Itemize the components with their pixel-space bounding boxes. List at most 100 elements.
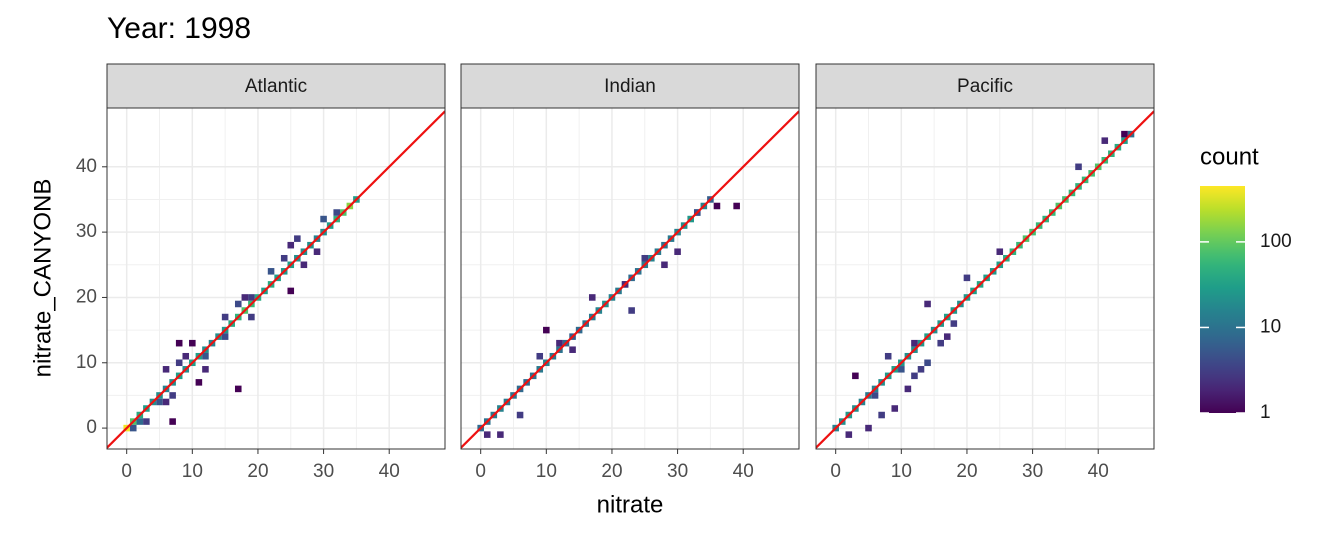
bin-cell	[333, 209, 340, 216]
bin-cell	[267, 268, 275, 275]
bin-cell	[300, 261, 308, 269]
bin-cell	[202, 366, 209, 373]
reference-line	[107, 110, 445, 449]
x-tick-label: 20	[601, 461, 622, 482]
x-tick-label: 40	[1088, 461, 1109, 482]
x-tick-label: 10	[536, 461, 557, 482]
x-tick-label: 40	[733, 461, 754, 482]
bin-cell	[588, 294, 596, 301]
bin-cell	[175, 339, 183, 347]
bin-cell	[320, 215, 327, 223]
bin-cell	[221, 333, 229, 340]
bin-cell	[904, 385, 912, 393]
bin-cell	[234, 385, 242, 393]
bin-cell	[543, 326, 550, 334]
bin-cell	[1075, 163, 1082, 171]
panel-border	[106, 107, 446, 450]
bin-cell	[878, 411, 885, 419]
bin-cell	[129, 424, 137, 432]
bin-cell	[280, 254, 288, 262]
bin-cell	[313, 248, 321, 255]
strip-label: Indian	[604, 76, 656, 97]
chart-title: Year: 1998	[107, 12, 251, 45]
legend-title: count	[1200, 143, 1259, 170]
x-tick-label: 0	[475, 461, 486, 482]
colorbar	[1200, 186, 1245, 413]
legend-tick-label: 10	[1260, 316, 1281, 337]
y-tick-label: 20	[76, 286, 97, 307]
bin-cell	[1121, 130, 1128, 138]
bin-cell	[911, 339, 918, 347]
reference-line	[816, 110, 1154, 449]
y-tick-label: 0	[86, 417, 97, 438]
bin-cell	[713, 202, 721, 210]
bin-cell	[950, 320, 958, 327]
bin-cell	[136, 418, 144, 425]
bin-cell	[898, 366, 905, 373]
bin-cell	[733, 202, 740, 210]
bin-cell	[674, 248, 681, 255]
bin-cell	[852, 372, 859, 380]
bin-cell	[162, 366, 170, 373]
bin-cell	[661, 261, 668, 269]
panel-border	[815, 107, 1155, 450]
strip-label: Atlantic	[245, 76, 307, 97]
bin-cell	[845, 431, 853, 438]
bin-cell	[884, 352, 892, 360]
bin-cell	[497, 431, 504, 438]
bin-cell	[641, 254, 649, 262]
bin-cell	[182, 352, 190, 360]
bin-cell	[169, 418, 176, 425]
x-tick-label: 0	[830, 461, 841, 482]
x-tick-label: 0	[121, 461, 132, 482]
y-tick-label: 10	[76, 352, 97, 373]
bin-cell	[156, 398, 163, 406]
bin-cell	[143, 418, 150, 425]
legend-tick-label: 100	[1260, 231, 1292, 252]
bin-cell	[241, 294, 249, 301]
bin-cell	[189, 339, 196, 347]
x-tick-label: 10	[182, 461, 203, 482]
x-tick-label: 40	[379, 461, 400, 482]
bin-cell	[924, 300, 931, 308]
strip	[815, 63, 1155, 109]
bin-cell	[287, 287, 295, 295]
bin-cell	[937, 339, 944, 347]
bin-cell	[221, 313, 229, 321]
y-tick-label: 30	[76, 221, 97, 242]
y-axis-label: nitrate_CANYONB	[29, 179, 56, 378]
x-tick-label: 30	[313, 461, 334, 482]
bin-cell	[911, 372, 918, 380]
bin-cell	[917, 366, 925, 373]
bin-cell	[536, 352, 544, 360]
bin-cell	[294, 235, 301, 242]
bin-cell	[569, 346, 576, 353]
bin-cell	[963, 274, 971, 282]
bin-cell	[996, 248, 1004, 255]
bin-cell	[1101, 137, 1109, 144]
panel-border	[460, 107, 800, 450]
bin-cell	[943, 333, 951, 340]
reference-line	[461, 110, 799, 449]
x-tick-label: 10	[891, 461, 912, 482]
bin-cell	[483, 431, 491, 438]
bin-cell	[871, 392, 879, 399]
bin-cell	[891, 405, 899, 412]
x-tick-label: 20	[956, 461, 977, 482]
bin-cell	[556, 339, 563, 347]
bin-cell	[516, 411, 524, 419]
x-tick-label: 30	[667, 461, 688, 482]
bin-cell	[195, 379, 203, 386]
bin-cell	[865, 424, 872, 432]
bin-cell	[234, 300, 242, 308]
x-axis-label: nitrate	[597, 491, 664, 518]
x-tick-label: 20	[247, 461, 268, 482]
bin-cell	[248, 294, 255, 301]
bin-cell	[175, 359, 183, 367]
bin-cell	[202, 352, 209, 360]
y-tick-label: 40	[76, 156, 97, 177]
x-tick-label: 30	[1022, 461, 1043, 482]
legend-tick-label: 1	[1260, 402, 1271, 423]
bin-cell	[924, 359, 931, 367]
